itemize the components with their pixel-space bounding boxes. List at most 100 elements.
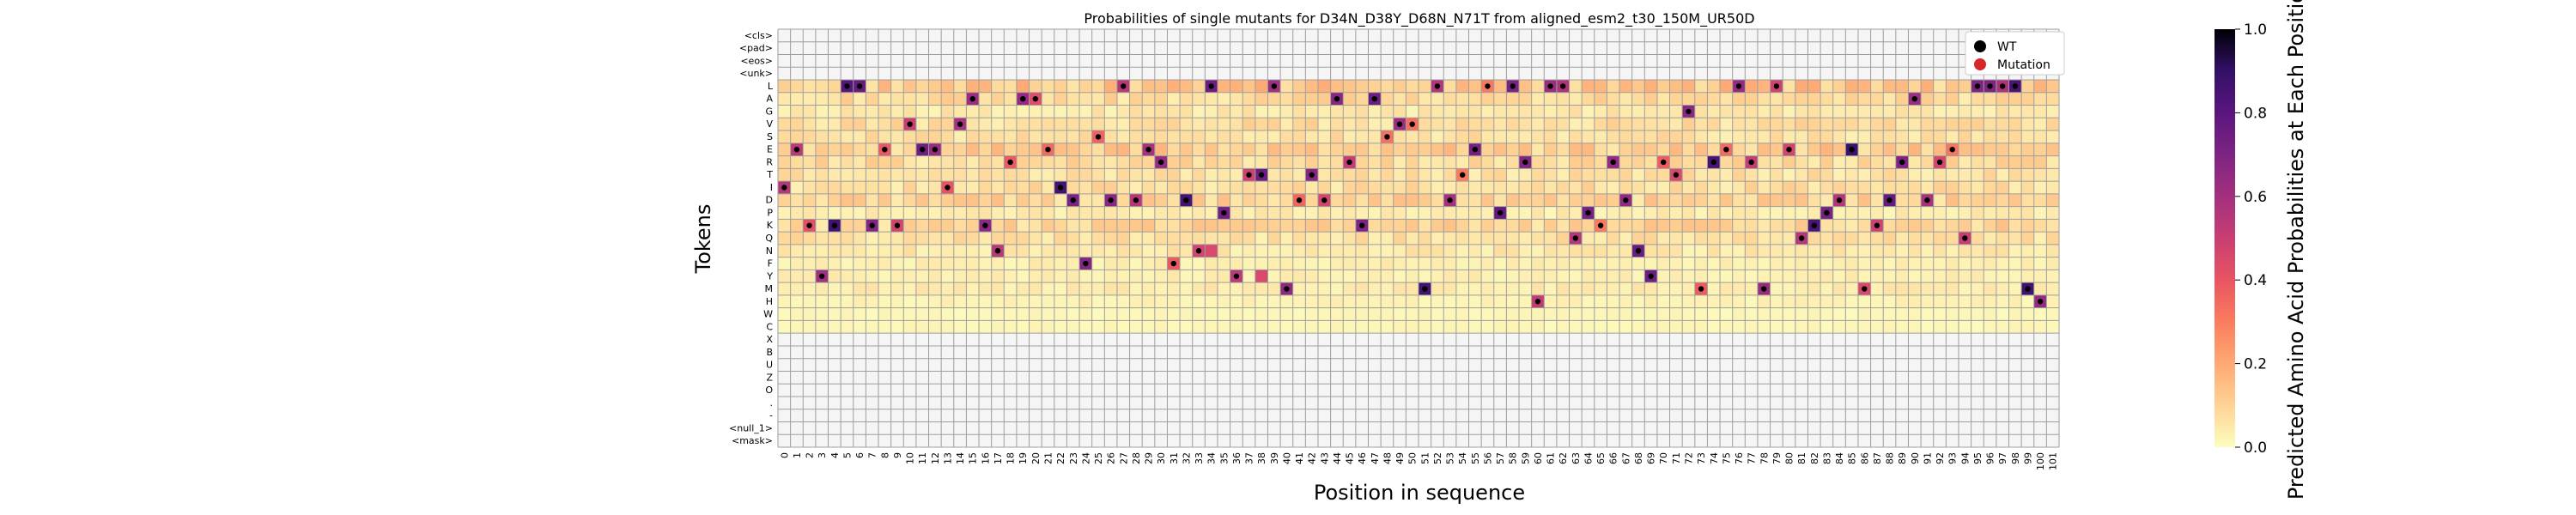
heatmap-cell [1406, 206, 1419, 220]
heatmap-cell [1242, 396, 1255, 409]
heatmap-cell [1870, 118, 1884, 131]
heatmap-cell [1116, 29, 1130, 42]
heatmap-cell [1870, 105, 1884, 118]
heatmap-cell [1242, 434, 1255, 447]
heatmap-cell [1845, 29, 1858, 42]
heatmap-cell [790, 41, 804, 55]
heatmap-cell [828, 282, 841, 295]
heatmap-cell [1142, 282, 1155, 295]
heatmap-cell [1381, 105, 1394, 118]
heatmap-cell [1745, 29, 1758, 42]
heatmap-cell [1857, 333, 1871, 346]
heatmap-cell [1544, 333, 1557, 346]
heatmap-cell [1180, 270, 1193, 283]
heatmap-cell [1870, 396, 1884, 409]
heatmap-cell [1707, 421, 1721, 435]
heatmap-cell [828, 232, 841, 245]
heatmap-cell [1783, 333, 1795, 346]
token-tick-label: A [766, 94, 773, 105]
heatmap-cell [1984, 219, 1996, 233]
wt-dot [1497, 209, 1504, 216]
heatmap-cell [1669, 257, 1683, 270]
heatmap-cell [1016, 409, 1030, 422]
heatmap-cell [1569, 294, 1583, 308]
heatmap-cell [1506, 409, 1520, 422]
position-tick-label: 71 [1671, 452, 1682, 464]
heatmap-cell [1745, 384, 1758, 397]
heatmap-cell [890, 244, 904, 258]
heatmap-cell [1770, 105, 1783, 118]
heatmap-cell [1317, 232, 1331, 245]
heatmap-cell [1217, 345, 1230, 359]
heatmap-cell [1807, 244, 1821, 258]
heatmap-cell [1142, 358, 1155, 372]
heatmap-cell [979, 396, 992, 409]
heatmap-cell [1305, 232, 1318, 245]
heatmap-cell [1895, 320, 1909, 334]
heatmap-cell [1921, 371, 1934, 385]
heatmap-cell [1807, 142, 1821, 156]
heatmap-cell [1958, 206, 1971, 220]
heatmap-cell [1042, 345, 1054, 359]
heatmap-cell [1317, 396, 1331, 409]
heatmap-cell [1544, 168, 1557, 182]
heatmap-cell [1343, 409, 1356, 422]
heatmap-cell [1104, 320, 1117, 334]
heatmap-cell [1016, 67, 1030, 81]
heatmap-cell [1381, 155, 1394, 169]
heatmap-cell [1042, 181, 1054, 194]
heatmap-cell [1192, 409, 1206, 422]
heatmap-cell [1142, 434, 1155, 447]
heatmap-cell [1455, 219, 1469, 233]
heatmap-cell [1180, 307, 1193, 321]
heatmap-cell [1079, 206, 1092, 220]
heatmap-cell [903, 434, 916, 447]
heatmap-cell [1807, 181, 1821, 194]
heatmap-cell [1280, 384, 1293, 397]
heatmap-cell [1116, 118, 1130, 131]
heatmap-cell [991, 193, 1005, 207]
heatmap-cell [853, 193, 866, 207]
token-tick-label: - [769, 410, 773, 421]
heatmap-cell [1857, 168, 1871, 182]
heatmap-cell [1205, 168, 1218, 182]
heatmap-cell [915, 92, 929, 106]
heatmap-cell [1594, 29, 1607, 42]
heatmap-cell [1556, 54, 1570, 68]
heatmap-cell [1845, 206, 1858, 220]
heatmap-cell [1895, 409, 1909, 422]
heatmap-cell [953, 92, 967, 106]
heatmap-cell [1933, 384, 1947, 397]
heatmap-cell [1129, 358, 1143, 372]
heatmap-cell [1230, 41, 1243, 55]
heatmap-cell [966, 41, 980, 55]
heatmap-cell [915, 80, 929, 93]
heatmap-cell [890, 105, 904, 118]
heatmap-cell [1205, 371, 1218, 385]
heatmap-cell [1971, 193, 1984, 207]
heatmap-cell [1783, 434, 1795, 447]
heatmap-cell [1443, 105, 1456, 118]
heatmap-cell [778, 396, 791, 409]
heatmap-cell [1933, 270, 1947, 283]
heatmap-cell [1054, 333, 1067, 346]
heatmap-cell [1180, 67, 1193, 81]
heatmap-cell [841, 384, 854, 397]
heatmap-cell [1192, 270, 1206, 283]
heatmap-cell [1669, 434, 1683, 447]
heatmap-cell [803, 168, 816, 182]
heatmap-cell [1921, 270, 1934, 283]
heatmap-cell [1154, 421, 1168, 435]
heatmap-cell [1921, 244, 1934, 258]
heatmap-cell [1720, 168, 1733, 182]
heatmap-cell [1820, 320, 1833, 334]
heatmap-cell [2033, 358, 2047, 372]
heatmap-cell [1656, 294, 1670, 308]
heatmap-cell [1419, 142, 1431, 156]
heatmap-cell [1192, 54, 1206, 68]
heatmap-cell [866, 333, 879, 346]
heatmap-cell [1770, 358, 1783, 372]
heatmap-cell [1694, 92, 1708, 106]
heatmap-cell [1481, 67, 1494, 81]
heatmap-cell [1921, 219, 1934, 233]
